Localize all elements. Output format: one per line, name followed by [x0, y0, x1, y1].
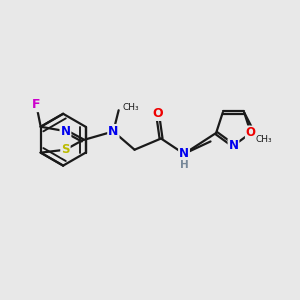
Text: F: F: [32, 98, 41, 111]
Text: CH₃: CH₃: [256, 135, 273, 144]
Text: N: N: [60, 125, 70, 138]
Text: N: N: [108, 125, 118, 138]
Text: O: O: [152, 107, 163, 120]
Text: H: H: [180, 160, 189, 170]
Text: O: O: [246, 127, 256, 140]
Text: N: N: [179, 147, 189, 160]
Text: N: N: [229, 139, 238, 152]
Text: S: S: [61, 143, 70, 156]
Text: CH₃: CH₃: [122, 103, 139, 112]
